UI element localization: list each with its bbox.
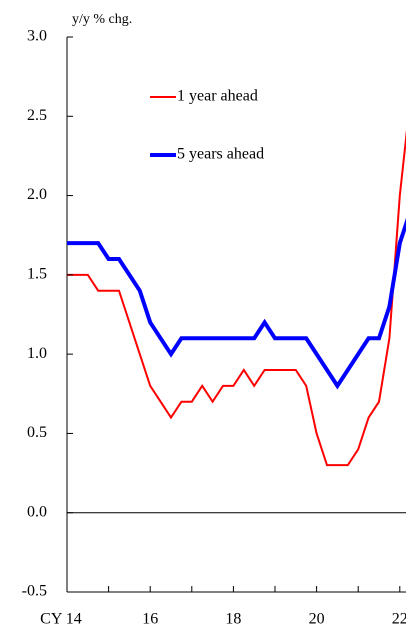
- x-tick-label: 22: [392, 611, 406, 628]
- y-tick-label: 0.0: [27, 503, 47, 520]
- y-tick-label: 1.0: [27, 345, 47, 362]
- y-tick-label: 1.5: [27, 266, 47, 283]
- x-tick-label: CY 14: [40, 611, 82, 628]
- legend-label: 1 year ahead: [177, 88, 258, 105]
- y-tick-label: 2.0: [27, 186, 47, 203]
- y-tick-label: 2.5: [27, 107, 47, 124]
- y-axis-label: y/y % chg.: [72, 12, 132, 27]
- x-tick-label: 16: [142, 611, 158, 628]
- x-tick-label: 20: [309, 611, 325, 628]
- plot-area: [67, 129, 406, 467]
- x-tick-label: 18: [225, 611, 241, 628]
- y-tick-label: -0.5: [22, 583, 47, 600]
- y-tick-label: 0.5: [27, 424, 47, 441]
- series-line: [67, 129, 406, 467]
- y-tick-label: 3.0: [27, 28, 47, 45]
- legend-label: 5 years ahead: [177, 146, 264, 163]
- series-line: [67, 217, 406, 390]
